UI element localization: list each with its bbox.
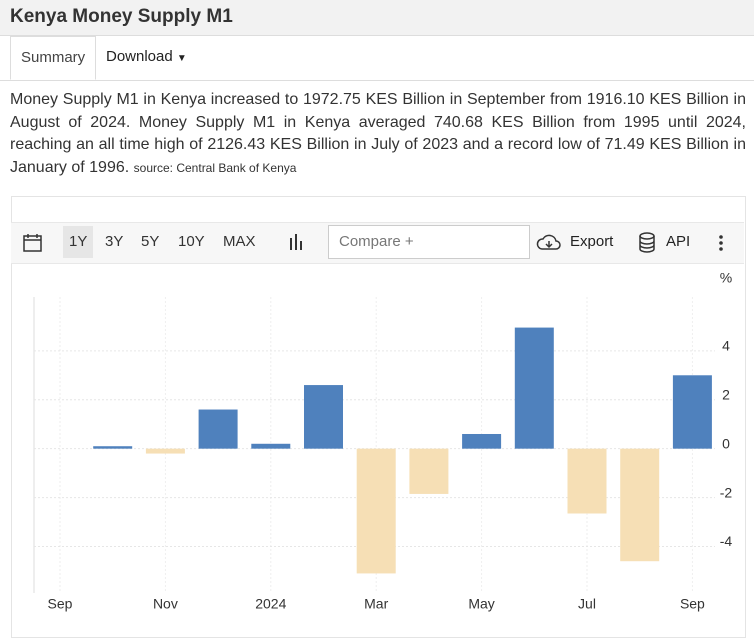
range-1y[interactable]: 1Y	[63, 226, 94, 258]
bar	[145, 448, 185, 454]
source: source: Central Bank of Kenya	[133, 160, 297, 175]
bar	[251, 443, 291, 449]
y-tick-label: 2	[722, 386, 730, 402]
description: Money Supply M1 in Kenya increased to 19…	[10, 89, 746, 179]
export-icon[interactable]	[536, 233, 562, 253]
range-max[interactable]: MAX	[223, 233, 256, 250]
x-tick-label: Nov	[153, 596, 178, 612]
tab-summary[interactable]: Summary	[10, 36, 96, 80]
x-tick-label: Mar	[364, 596, 388, 612]
export-button[interactable]: Export	[570, 233, 614, 250]
x-tick-label: Sep	[680, 596, 705, 612]
api-button[interactable]: API	[666, 233, 691, 250]
toolbar: 1Y 3Y 5Y 10Y MAX Compare + Export API	[11, 222, 744, 264]
x-tick-label: May	[468, 596, 494, 612]
y-tick-label: 4	[722, 338, 730, 354]
range-5y[interactable]: 5Y	[141, 233, 160, 250]
chart: % -4 -2 0 2 4 Sep Nov 2024 Mar May Jul Sep	[33, 270, 733, 612]
header: Kenya Money Supply M1	[0, 0, 754, 36]
tabs: Summary Download ▼	[0, 36, 754, 81]
more-icon[interactable]	[717, 233, 725, 253]
bar	[198, 409, 238, 449]
calendar-icon[interactable]	[23, 233, 43, 253]
page-title: Kenya Money Supply M1	[10, 6, 233, 27]
api-icon[interactable]	[638, 232, 658, 254]
bar	[304, 385, 343, 449]
description-text: Money Supply M1 in Kenya increased to 19…	[10, 91, 746, 176]
bar	[93, 446, 133, 449]
bar	[514, 327, 554, 449]
x-tick-label: Sep	[48, 596, 73, 612]
tab-download-label[interactable]: Download	[106, 48, 173, 65]
bar	[620, 448, 660, 562]
y-tick-label: -4	[720, 533, 733, 549]
tab-download[interactable]: Download ▼	[106, 48, 187, 65]
range-3y[interactable]: 3Y	[105, 233, 124, 250]
bar	[462, 433, 502, 449]
bar	[409, 448, 449, 494]
y-tick-label: 0	[722, 435, 730, 451]
x-tick-label: Jul	[578, 596, 596, 612]
chart-type-icon[interactable]	[288, 233, 306, 253]
bar	[672, 375, 712, 449]
bar	[567, 448, 607, 514]
range-10y[interactable]: 10Y	[178, 233, 205, 250]
compare-input[interactable]: Compare +	[328, 225, 530, 259]
bar	[356, 448, 396, 574]
x-tick-label: 2024	[255, 596, 286, 612]
y-unit: %	[720, 270, 732, 286]
y-tick-label: -2	[720, 484, 733, 500]
